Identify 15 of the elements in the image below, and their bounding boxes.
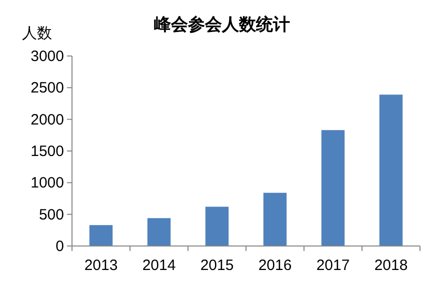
xtick: 2018: [374, 257, 408, 274]
ytick: 2500: [30, 80, 64, 97]
ytick: 2000: [30, 111, 64, 128]
ytick: 500: [38, 206, 64, 224]
ytick: 1000: [30, 174, 64, 192]
ylabel: 人数: [22, 25, 52, 42]
ytick: 0: [56, 238, 64, 255]
title: 峰会参会人数统计: [154, 15, 290, 34]
xtick: 2017: [316, 257, 350, 274]
ytick: 3000: [30, 48, 64, 65]
xtick: 2014: [142, 257, 176, 274]
xtick: 2015: [200, 257, 234, 274]
ytick: 1500: [30, 143, 64, 160]
xtick: 2013: [84, 257, 118, 274]
xtick: 2016: [258, 257, 292, 274]
